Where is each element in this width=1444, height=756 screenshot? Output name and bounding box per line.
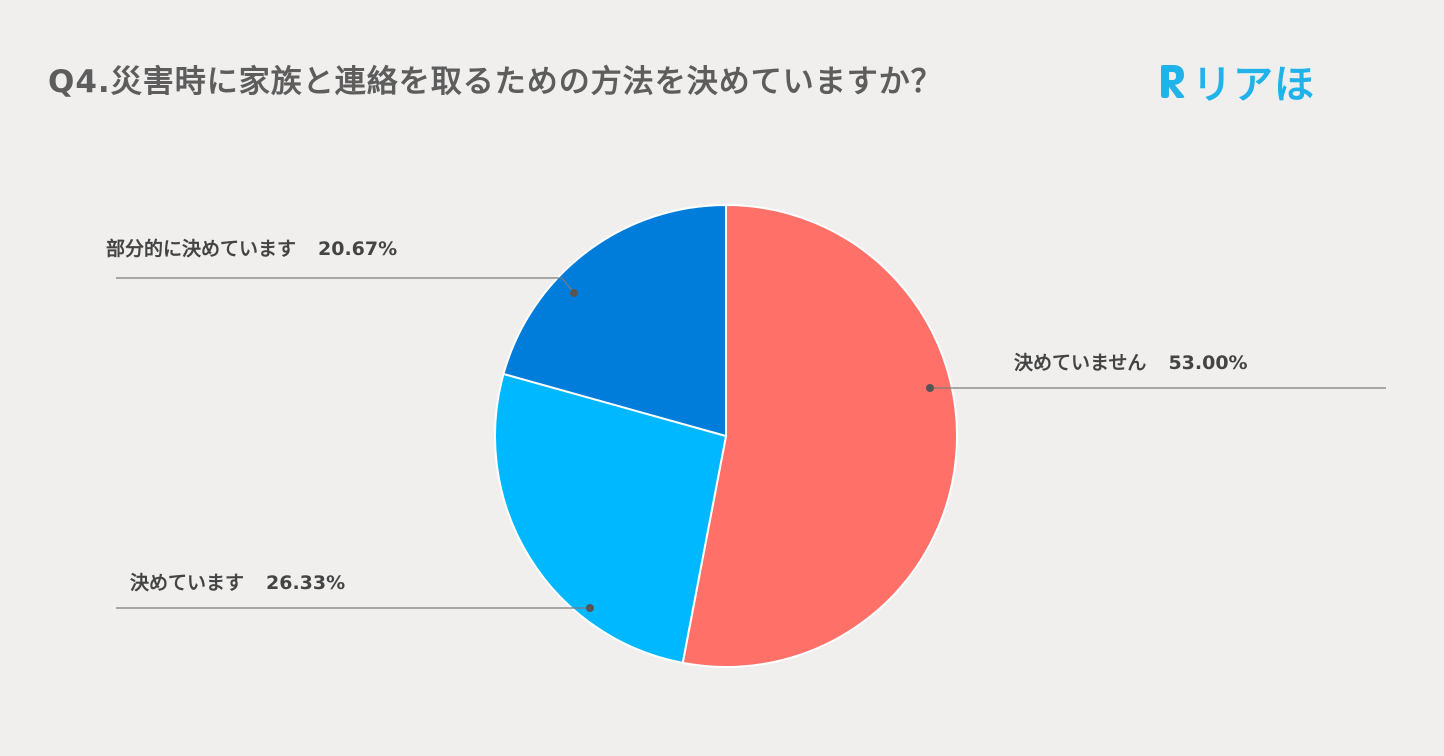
pie-slice-2 bbox=[494, 372, 728, 665]
brand-logo: リアほ bbox=[1156, 52, 1315, 110]
slice-label-value: 53.00% bbox=[1168, 352, 1247, 374]
leader-dot-1 bbox=[926, 384, 934, 392]
slice-label-2: 決めています 26.33% bbox=[130, 572, 345, 594]
slice-label-value: 26.33% bbox=[266, 572, 345, 594]
slice-label-name: 決めています bbox=[130, 572, 244, 594]
leader-dot-3 bbox=[570, 289, 578, 297]
leader-line-3 bbox=[116, 277, 575, 294]
slice-label-1: 決めていません 53.00% bbox=[1014, 352, 1248, 374]
slice-label-name: 部分的に決めています bbox=[106, 237, 296, 260]
leader-dot-2 bbox=[586, 604, 594, 612]
slice-label-name: 決めていません bbox=[1014, 352, 1146, 374]
page-title: Q4.災害時に家族と連絡を取るための方法を決めていますか？ bbox=[48, 64, 943, 100]
slice-label-value: 20.67% bbox=[318, 238, 397, 260]
pie-slice-1 bbox=[681, 203, 958, 668]
slice-labels: 決めていません 53.00% 決めています 26.33% 部分的に決めています 20.67… bbox=[106, 237, 1248, 594]
pie-slices bbox=[494, 203, 958, 668]
leader-lines bbox=[116, 277, 1386, 612]
r-letter-icon bbox=[1161, 65, 1185, 98]
logo-text: リアほ bbox=[1192, 62, 1315, 108]
pie-slice-3 bbox=[502, 203, 727, 438]
slice-label-3: 部分的に決めています 20.67% bbox=[106, 237, 397, 260]
